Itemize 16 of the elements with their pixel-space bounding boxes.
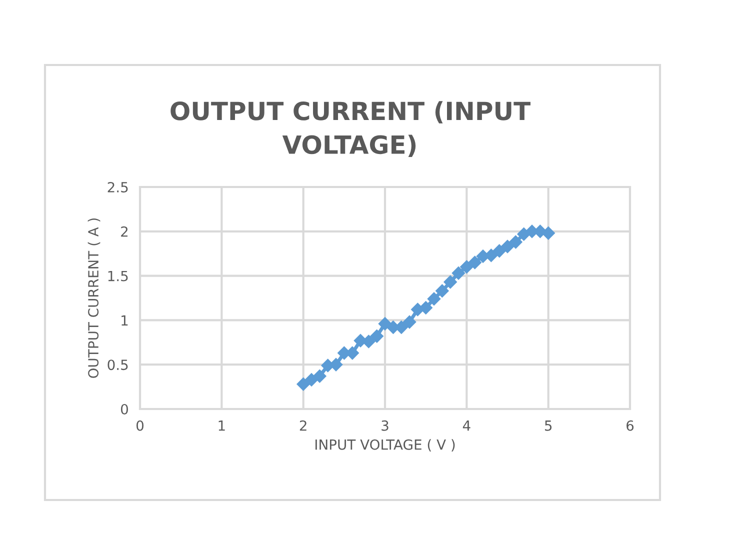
y-tick-label: 0 bbox=[120, 404, 128, 414]
y-axis-title: OUTPUT CURRENT ( A ) bbox=[88, 218, 100, 378]
x-tick-label: 1 bbox=[218, 420, 225, 431]
x-tick-label: 6 bbox=[626, 420, 634, 431]
x-tick-label: 4 bbox=[462, 420, 470, 431]
y-tick-label: 1 bbox=[122, 315, 128, 326]
x-tick-label: 2 bbox=[300, 420, 306, 431]
x-tick-label: 3 bbox=[382, 420, 388, 431]
y-tick-label: 2 bbox=[121, 226, 128, 237]
y-tick-label: 0.5 bbox=[108, 360, 128, 370]
y-tick-label: 2.5 bbox=[108, 182, 128, 192]
chart-title: OUTPUT CURRENT (INPUT VOLTAGE) bbox=[170, 101, 530, 158]
x-tick-label: 5 bbox=[544, 420, 552, 431]
y-tick-label: 1.5 bbox=[108, 270, 128, 282]
x-axis-title: INPUT VOLTAGE ( V ) bbox=[316, 439, 455, 452]
x-tick-label: 0 bbox=[136, 420, 144, 431]
